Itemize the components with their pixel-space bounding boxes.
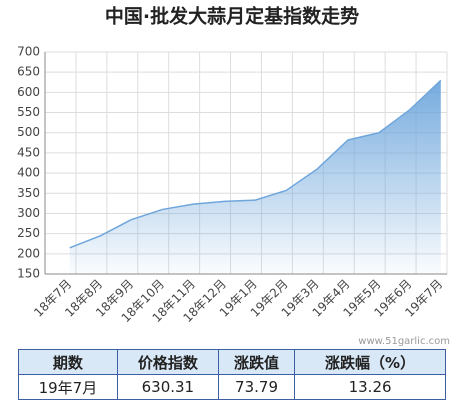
header-cell: 涨跌值 xyxy=(217,349,296,375)
area xyxy=(69,80,441,274)
y-tick-label: 400 xyxy=(17,166,40,180)
header-cell: 期数 xyxy=(18,349,118,375)
line xyxy=(69,79,442,249)
y-tick-label: 150 xyxy=(17,267,40,281)
cell: 19年7月 xyxy=(18,374,118,400)
cell: 13.26 xyxy=(294,374,446,400)
chart: 中国·批发大蒜月定基指数走势 www.51garlic.com 150 200 25… xyxy=(17,5,450,348)
y-tick-label: 600 xyxy=(17,85,40,99)
table-header: 期数 价格指数 涨跌值 涨跌幅（%） xyxy=(18,349,446,375)
watermark: www.51garlic.com xyxy=(358,336,450,347)
y-tick-label: 650 xyxy=(17,65,40,79)
header-cell: 涨跌幅（%） xyxy=(294,349,446,375)
table-row: 19年7月 630.31 73.79 13.26 xyxy=(18,374,446,400)
y-tick-label: 200 xyxy=(17,246,40,260)
cell: 630.31 xyxy=(116,374,219,400)
y-tick-label: 500 xyxy=(17,125,40,139)
y-tick-label: 550 xyxy=(17,105,40,119)
chart-title: 中国·批发大蒜月定基指数走势 xyxy=(105,5,359,28)
header-cell: 价格指数 xyxy=(116,349,219,375)
y-tick-label: 350 xyxy=(17,186,40,200)
y-tick-label: 300 xyxy=(17,206,40,220)
y-tick-label: 700 xyxy=(17,45,40,59)
cell: 73.79 xyxy=(217,374,296,400)
summary-table: 期数 价格指数 涨跌值 涨跌幅（%） 19年7月 630.31 73.79 13… xyxy=(18,349,446,400)
y-tick-label: 450 xyxy=(17,145,40,159)
y-tick-label: 250 xyxy=(17,226,40,240)
